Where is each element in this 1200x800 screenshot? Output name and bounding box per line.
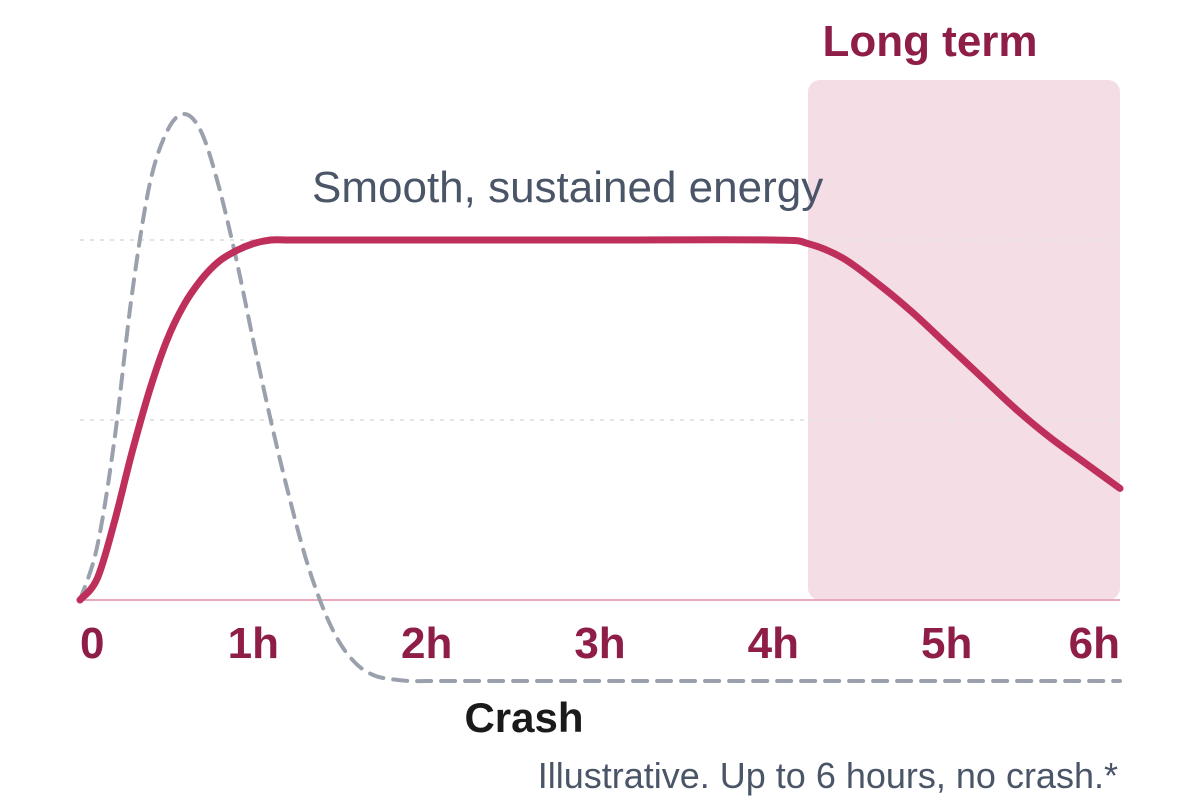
long-term-region [808, 80, 1120, 600]
crash-annotation: Crash [464, 694, 583, 741]
x-tick-label-5h: 5h [921, 619, 972, 668]
sustained-energy-line [76, 236, 1124, 604]
long-term-label: Long term [822, 17, 1037, 66]
quick-spike-crash-line [78, 112, 1122, 684]
x-tick-label-1h: 1h [228, 619, 279, 668]
tick-labels-layer: 0 1h 2h 3h 4h 5h 6h [80, 619, 1120, 668]
x-tick-label-0: 0 [80, 619, 104, 668]
x-tick-label-2h: 2h [401, 619, 452, 668]
x-tick-label-4h: 4h [748, 619, 799, 668]
footnote: Illustrative. Up to 6 hours, no crash.* [538, 755, 1118, 796]
long-term-region-layer [808, 80, 1120, 600]
x-tick-label-3h: 3h [574, 619, 625, 668]
smooth-energy-annotation: Smooth, sustained energy [312, 163, 823, 212]
x-tick-label-6h: 6h [1069, 619, 1120, 668]
series-layer [76, 112, 1124, 684]
